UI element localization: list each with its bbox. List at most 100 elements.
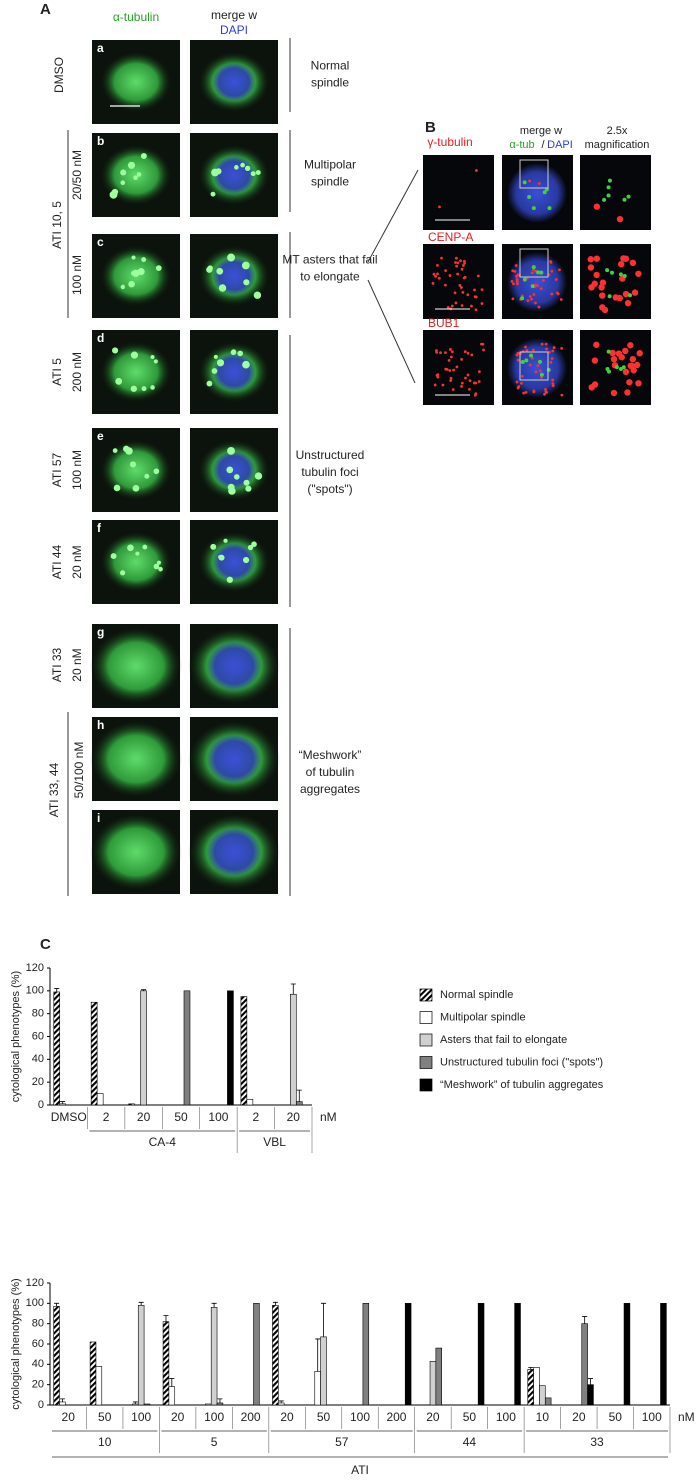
legend-swatch — [419, 1011, 433, 1024]
group-label: 44 — [463, 1435, 477, 1449]
stain-dot — [531, 348, 535, 352]
tubulin-dot — [607, 178, 612, 183]
stain-dot — [520, 381, 523, 385]
x-tick-label: 20 — [426, 1410, 440, 1424]
tubulin-spot — [242, 360, 250, 369]
tubulin-dot — [606, 193, 611, 198]
stain-dot — [480, 302, 484, 305]
stain-dot — [633, 361, 641, 369]
stain-dot — [443, 351, 447, 355]
stain-dot — [554, 278, 558, 281]
connector — [367, 169, 419, 263]
bar — [587, 1384, 594, 1406]
stain-dot — [443, 283, 447, 287]
bar — [246, 1098, 254, 1106]
stain-dot — [588, 384, 595, 391]
error-bar — [211, 1302, 217, 1308]
bar — [216, 1402, 224, 1406]
bar — [183, 990, 191, 1106]
bar — [544, 1397, 552, 1406]
stain-dot — [587, 256, 594, 263]
stain-dot — [434, 274, 437, 278]
tubulin-spot — [112, 448, 118, 453]
tubulin-dot — [606, 349, 611, 354]
phenotype-label: tubulin foci — [301, 465, 358, 479]
y-tick-label: 100 — [26, 1297, 44, 1309]
stain-dot — [520, 374, 524, 378]
phenotype-label: aggregates — [300, 782, 360, 796]
tubulin-dot — [606, 185, 611, 190]
stain-dot — [453, 291, 457, 295]
tubulin-dot — [524, 358, 529, 363]
x-tick-label: 20 — [62, 1410, 76, 1424]
cell-signal — [100, 341, 172, 403]
stain-dot — [448, 348, 452, 351]
tubulin-spot — [115, 377, 123, 385]
tubulin-spot — [113, 484, 121, 492]
zoom-box — [519, 159, 549, 189]
legend-swatch — [419, 988, 433, 1002]
x-tick-label: 2 — [253, 1110, 260, 1124]
tubulin-spot — [120, 570, 126, 576]
tubulin-spot — [250, 171, 256, 177]
stain-dot — [532, 293, 536, 296]
error-bar — [141, 989, 147, 991]
tubulin-spot — [233, 474, 240, 480]
x-tick-label: 50 — [174, 1110, 188, 1124]
stain-dot — [628, 362, 636, 370]
column-header: / — [541, 139, 545, 151]
tubulin-dot — [618, 367, 623, 372]
tubulin-spot — [150, 355, 155, 360]
error-bar — [54, 1302, 60, 1307]
stain-dot — [635, 380, 642, 387]
stain-dot — [558, 268, 561, 272]
tubulin-spot — [206, 266, 213, 273]
bar — [53, 1306, 60, 1406]
stain-dot — [550, 292, 554, 296]
stain-dot — [464, 376, 467, 380]
tubulin-spot — [127, 544, 134, 552]
y-tick-label: 40 — [32, 1053, 44, 1065]
stain-dot — [460, 357, 464, 361]
stain-dot — [626, 379, 633, 386]
bar — [477, 1303, 485, 1406]
error-bar — [272, 1301, 278, 1306]
tubulin-spot — [156, 560, 162, 565]
stain-dot — [449, 376, 453, 380]
stain-dot — [470, 353, 474, 357]
tubulin-spot — [133, 175, 138, 180]
stain-dot — [436, 272, 439, 276]
tubulin-spot — [109, 190, 118, 199]
stain-dot — [593, 271, 600, 279]
bar — [162, 1321, 170, 1406]
tubulin-spot — [142, 544, 148, 550]
stain-dot — [511, 269, 515, 273]
dapi-signal — [212, 450, 256, 490]
tubulin-spot — [253, 291, 262, 299]
stain-dot — [543, 392, 546, 396]
stain-dot — [560, 393, 564, 397]
stain-dot — [478, 370, 481, 374]
stain-dot — [622, 347, 629, 355]
bar — [143, 1403, 151, 1406]
stain-dot — [461, 264, 465, 267]
bar — [533, 1367, 540, 1406]
tubulin-spot — [216, 267, 224, 275]
stain-dot — [624, 389, 631, 396]
stain-dot — [549, 260, 553, 264]
stain-dot — [432, 272, 436, 276]
bar — [240, 996, 248, 1106]
stain-dot — [441, 383, 445, 387]
stain-dot — [456, 261, 460, 265]
tubulin-dot — [522, 277, 527, 282]
bar — [95, 1366, 103, 1406]
x-tick-label: 50 — [317, 1410, 331, 1424]
treatment-label: ATI 33, 44 — [47, 762, 61, 817]
tubulin-dot — [547, 206, 552, 211]
y-tick-label: 60 — [32, 1338, 44, 1350]
phenotype-label: spindle — [311, 76, 349, 90]
stain-dot — [622, 290, 630, 298]
tubulin-spot — [213, 354, 218, 359]
stain-dot — [524, 345, 527, 349]
error-bar — [582, 1316, 588, 1324]
